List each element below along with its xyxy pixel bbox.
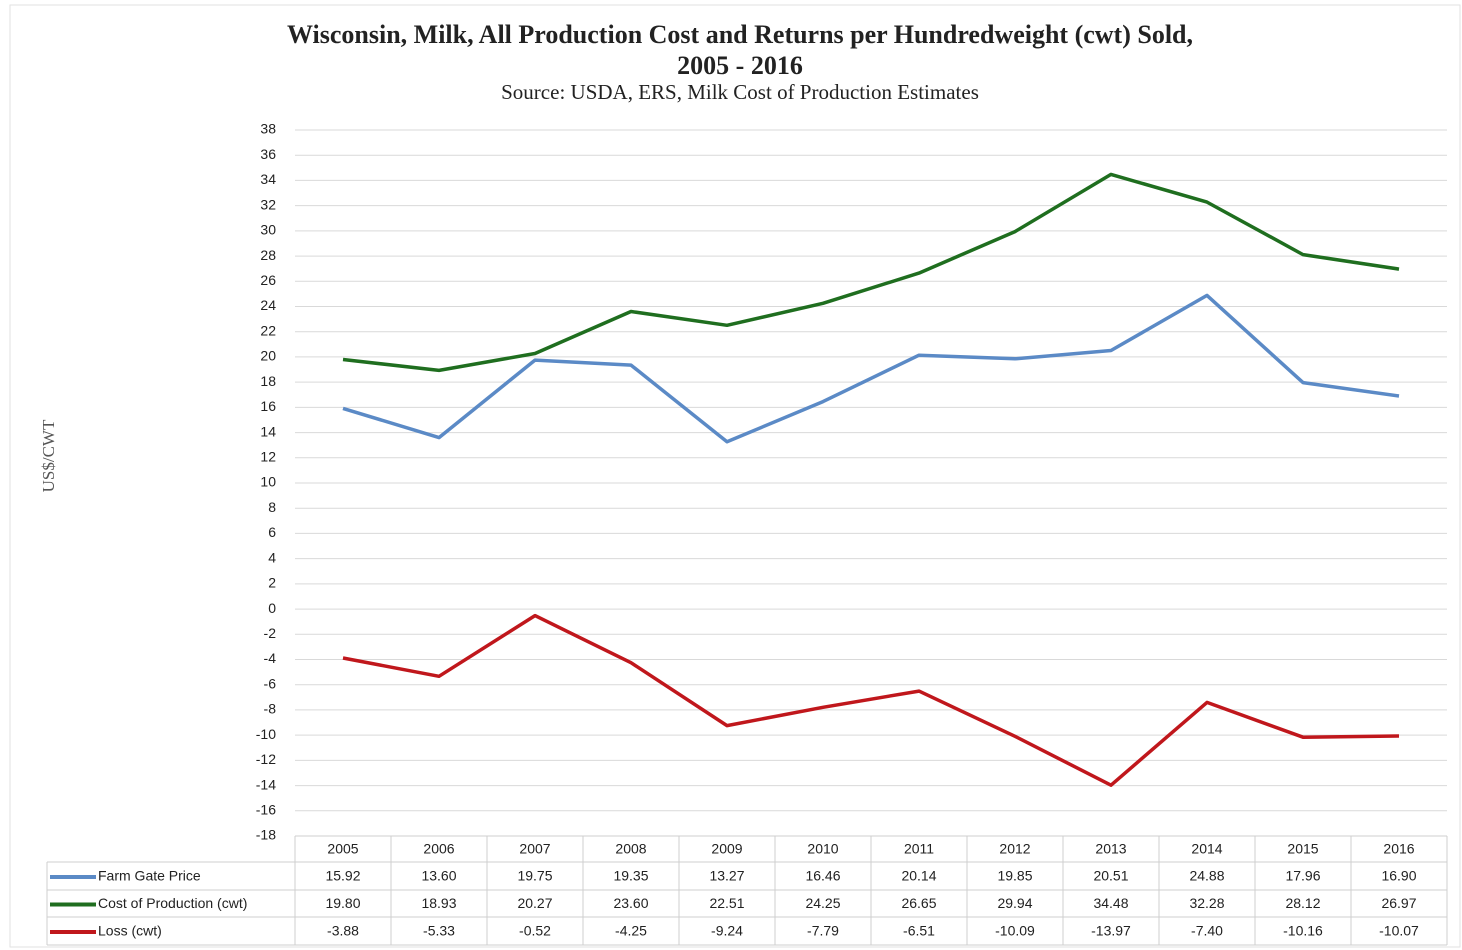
table-value: -13.97	[1091, 923, 1131, 939]
legend-label: Loss (cwt)	[98, 923, 162, 939]
table-value: -5.33	[423, 923, 455, 939]
y-tick-label: -10	[256, 726, 276, 742]
y-tick-label: 34	[260, 171, 276, 187]
y-tick-label: 30	[260, 222, 276, 238]
y-tick-label: 24	[260, 297, 276, 313]
table-value: 18.93	[421, 895, 456, 911]
table-value: -0.52	[519, 923, 551, 939]
y-axis-label: US$/CWT	[39, 419, 58, 492]
y-tick-label: 2	[268, 575, 276, 591]
table-value: -6.51	[903, 923, 935, 939]
y-tick-label: -18	[256, 827, 276, 843]
x-tick-label: 2008	[615, 841, 646, 857]
x-tick-label: 2013	[1095, 841, 1126, 857]
table-value: 22.51	[709, 895, 744, 911]
legend-label: Farm Gate Price	[98, 868, 201, 884]
table-value: 17.96	[1285, 868, 1320, 884]
table-value: -7.40	[1191, 923, 1223, 939]
table-value: 19.35	[613, 868, 648, 884]
table-value: 16.46	[805, 868, 840, 884]
table-value: 26.97	[1381, 895, 1416, 911]
y-tick-label: -2	[264, 625, 277, 641]
x-tick-label: 2009	[711, 841, 742, 857]
y-tick-label: 28	[260, 247, 276, 263]
table-value: 23.60	[613, 895, 648, 911]
y-tick-label: 12	[260, 448, 276, 464]
table-value: 24.25	[805, 895, 840, 911]
y-tick-label: 16	[260, 398, 276, 414]
table-value: 19.85	[997, 868, 1032, 884]
table-value: 34.48	[1093, 895, 1128, 911]
y-tick-label: 18	[260, 373, 276, 389]
y-tick-label: -4	[264, 650, 277, 666]
y-tick-label: 36	[260, 146, 276, 162]
table-value: 29.94	[997, 895, 1032, 911]
y-tick-label: 8	[268, 499, 276, 515]
x-tick-label: 2014	[1191, 841, 1222, 857]
table-value: 26.65	[901, 895, 936, 911]
y-tick-label: 0	[268, 600, 276, 616]
chart-subtitle: Source: USDA, ERS, Milk Cost of Producti…	[501, 80, 979, 104]
x-tick-label: 2011	[904, 841, 934, 857]
table-value: -10.07	[1379, 923, 1419, 939]
table-value: -3.88	[327, 923, 359, 939]
x-tick-label: 2016	[1383, 841, 1414, 857]
table-value: -10.16	[1283, 923, 1323, 939]
x-tick-label: 2006	[423, 841, 454, 857]
y-tick-label: 4	[268, 549, 276, 565]
x-tick-label: 2015	[1287, 841, 1318, 857]
table-value: -7.79	[807, 923, 839, 939]
table-value: 16.90	[1381, 868, 1416, 884]
x-tick-label: 2012	[999, 841, 1030, 857]
table-value: 20.27	[517, 895, 552, 911]
y-tick-label: 6	[268, 524, 276, 540]
table-value: -9.24	[711, 923, 743, 939]
frame	[9, 4, 1461, 948]
legend-label: Cost of Production (cwt)	[98, 895, 247, 911]
y-tick-label: 14	[260, 423, 276, 439]
series-line	[342, 172, 1400, 373]
y-tick-label: -12	[256, 751, 276, 767]
table-value: 32.28	[1189, 895, 1224, 911]
y-tick-label: 20	[260, 348, 276, 364]
table-value: 20.14	[901, 868, 936, 884]
series-line	[342, 293, 1400, 444]
y-tick-label: -16	[256, 801, 276, 817]
table-value: 13.60	[421, 868, 456, 884]
table-value: 19.75	[517, 868, 552, 884]
y-tick-label: -8	[264, 701, 277, 717]
y-tick-label: 10	[260, 474, 276, 490]
x-tick-label: 2007	[519, 841, 550, 857]
table-value: 20.51	[1093, 868, 1128, 884]
table-value: 15.92	[325, 868, 360, 884]
table-value: 13.27	[709, 868, 744, 884]
chart-title: Wisconsin, Milk, All Production Cost and…	[287, 20, 1193, 49]
table-value: 24.88	[1189, 868, 1224, 884]
y-tick-label: 32	[260, 196, 276, 212]
x-tick-label: 2010	[807, 841, 838, 857]
table-value: -4.25	[615, 923, 647, 939]
y-tick-label: 38	[260, 121, 276, 137]
table-value: -10.09	[995, 923, 1035, 939]
y-tick-label: -14	[256, 776, 276, 792]
x-tick-label: 2005	[327, 841, 358, 857]
table-value: 28.12	[1285, 895, 1320, 911]
series-line	[342, 613, 1400, 787]
table-value: 19.80	[325, 895, 360, 911]
y-tick-label: -6	[264, 675, 277, 691]
y-tick-label: 22	[260, 322, 276, 338]
chart-title: 2005 - 2016	[677, 51, 803, 80]
y-tick-label: 26	[260, 272, 276, 288]
